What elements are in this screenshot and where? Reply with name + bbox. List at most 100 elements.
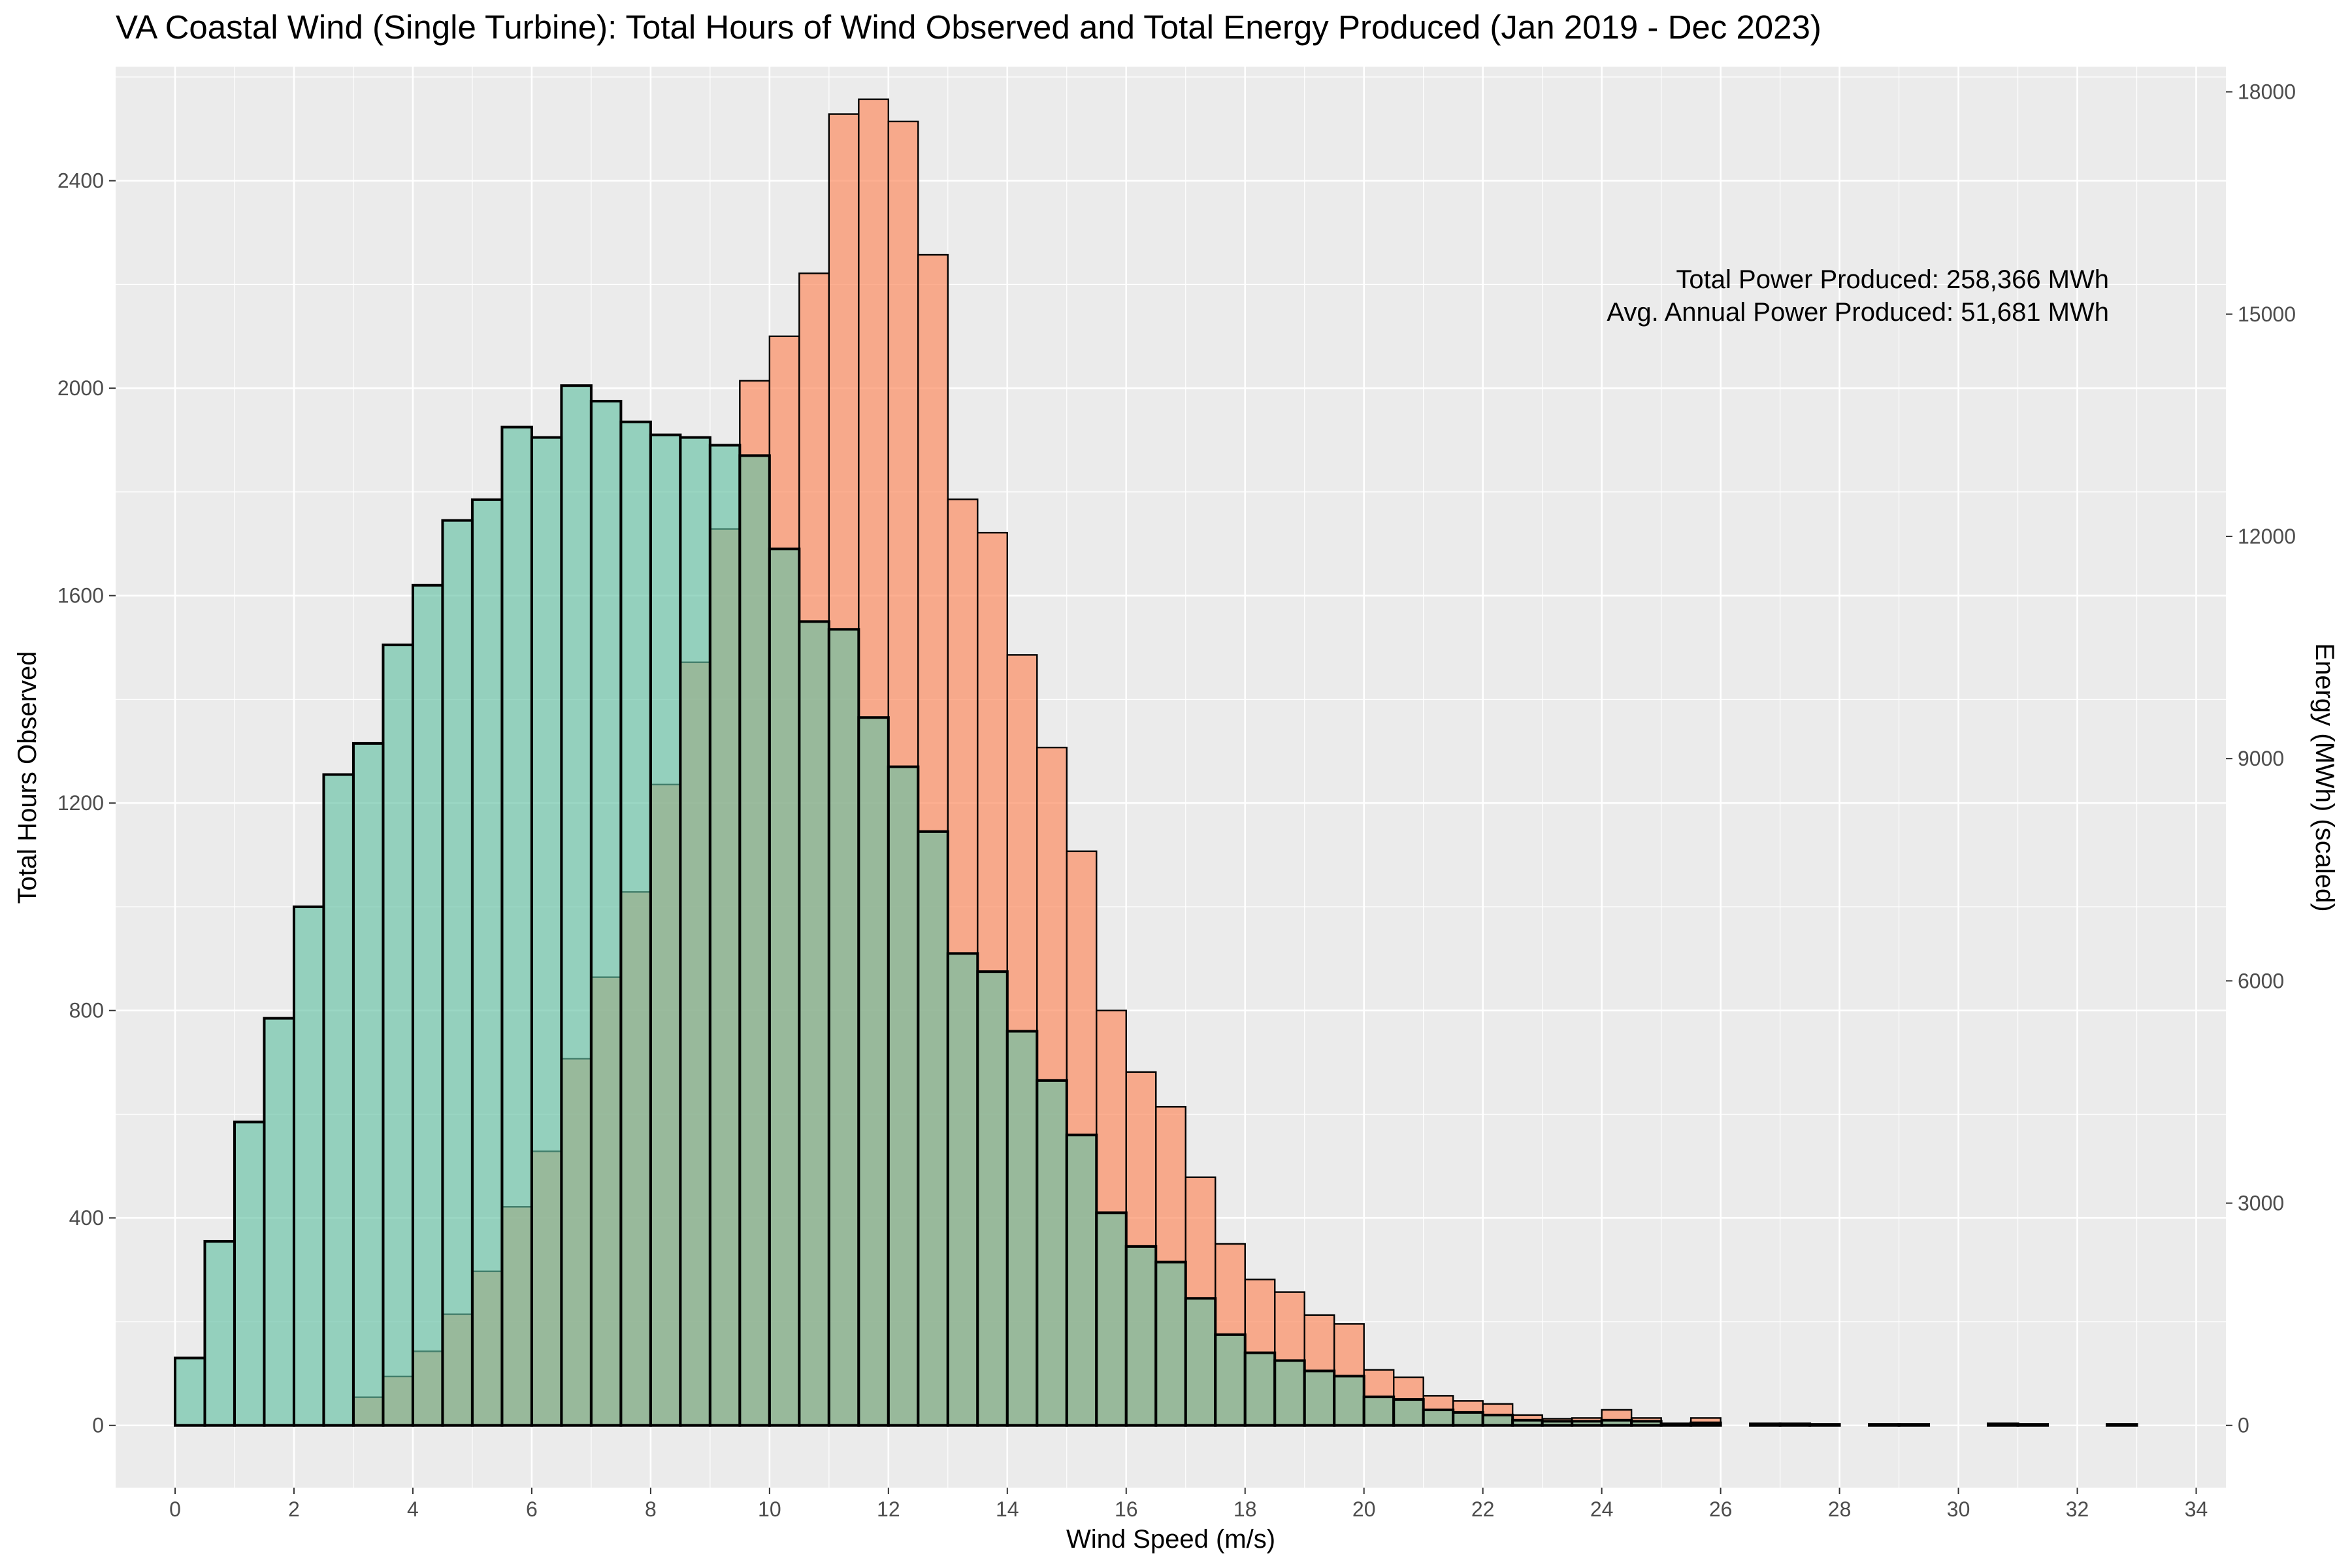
hours-bar — [976, 970, 1009, 1427]
x-tick-label: 12 — [877, 1497, 900, 1521]
hours-bar — [649, 433, 682, 1427]
y-tick-label: 800 — [69, 999, 104, 1022]
hours-bar — [1690, 1421, 1722, 1427]
hours-bar — [1214, 1333, 1247, 1427]
hours-bar — [1571, 1420, 1603, 1427]
hours-bar — [1481, 1413, 1514, 1427]
y2-tick-label: 3000 — [2238, 1192, 2284, 1215]
hours-bar — [263, 1017, 295, 1427]
x-tick-label: 22 — [1471, 1497, 1495, 1521]
hours-series — [173, 384, 2138, 1427]
hours-bar — [1541, 1420, 1574, 1427]
hours-bar — [1422, 1408, 1455, 1427]
hours-bar — [1600, 1418, 1633, 1427]
x-tick-label: 24 — [1590, 1497, 1614, 1521]
hours-bar — [1452, 1411, 1484, 1427]
y2-tick-label: 18000 — [2238, 80, 2296, 104]
hours-bar — [530, 436, 563, 1427]
x-tick-label: 6 — [526, 1497, 538, 1521]
hours-bar — [1036, 1079, 1068, 1427]
x-tick-label: 2 — [288, 1497, 300, 1521]
y2-tick-label: 0 — [2238, 1414, 2249, 1437]
hours-bar — [1749, 1422, 1782, 1427]
axes: 0 2 4 6 8 10 12 14 16 18 20 22 24 26 28 30 32 34040080012… — [57, 80, 2296, 1521]
y2-tick-label: 12000 — [2238, 525, 2296, 548]
hours-bar — [292, 905, 325, 1427]
y-tick-label: 1200 — [57, 791, 104, 815]
hours-bar — [233, 1120, 266, 1427]
hours-bar — [351, 742, 385, 1427]
hours-bar — [500, 425, 533, 1427]
x-tick-label: 32 — [2066, 1497, 2089, 1521]
hours-bar — [589, 399, 623, 1427]
hours-bar — [1303, 1369, 1336, 1427]
hours-bar — [1005, 1030, 1039, 1427]
y-tick-label: 400 — [69, 1206, 104, 1230]
x-tick-label: 16 — [1115, 1497, 1138, 1521]
hours-bar — [827, 628, 860, 1427]
chart-title: VA Coastal Wind (Single Turbine): Total … — [116, 8, 1821, 46]
hours-bar — [1333, 1375, 1365, 1427]
hours-bar — [917, 830, 949, 1427]
hours-bar — [1630, 1420, 1663, 1427]
hours-bar — [470, 498, 504, 1427]
hours-bar — [411, 583, 444, 1427]
hours-bar — [1868, 1423, 1901, 1427]
y2-tick-label: 6000 — [2238, 969, 2284, 992]
y2-tick-label: 15000 — [2238, 302, 2296, 326]
total-power-annotation: Total Power Produced: 258,366 MWh — [1676, 265, 2109, 294]
hours-bar — [1808, 1423, 1841, 1427]
x-tick-label: 20 — [1352, 1497, 1376, 1521]
x-tick-label: 18 — [1233, 1497, 1257, 1521]
y-tick-label: 2400 — [57, 169, 104, 193]
hours-bar — [619, 420, 652, 1427]
x-tick-label: 4 — [407, 1497, 419, 1521]
hours-bar — [203, 1239, 236, 1427]
hours-bar — [1095, 1211, 1128, 1427]
hours-bar — [1392, 1398, 1425, 1427]
hours-bar — [1184, 1297, 1217, 1427]
x-tick-label: 8 — [645, 1497, 657, 1521]
hours-bar — [708, 444, 742, 1427]
hours-bar — [738, 454, 771, 1427]
hours-bar — [1065, 1134, 1098, 1427]
hours-bar — [560, 384, 593, 1427]
x-tick-label: 14 — [996, 1497, 1019, 1521]
hours-bar — [1987, 1422, 2019, 1427]
hours-bar — [173, 1356, 206, 1427]
hours-bar — [1778, 1422, 1812, 1427]
hours-bar — [1243, 1351, 1277, 1427]
annual-power-annotation: Avg. Annual Power Produced: 51,681 MWh — [1607, 298, 2109, 327]
x-axis-title: Wind Speed (m/s) — [1066, 1525, 1275, 1554]
hours-bar — [1124, 1245, 1158, 1427]
x-tick-label: 30 — [1947, 1497, 1970, 1521]
y-tick-label: 1600 — [57, 584, 104, 608]
y-axis-title: Total Hours Observed — [13, 651, 42, 904]
x-tick-label: 34 — [2185, 1497, 2208, 1521]
hours-bar — [441, 519, 474, 1427]
y-tick-label: 0 — [92, 1414, 104, 1437]
hours-bar — [322, 773, 355, 1427]
hours-bar — [798, 620, 830, 1427]
x-tick-label: 28 — [1828, 1497, 1852, 1521]
x-tick-label: 26 — [1709, 1497, 1733, 1521]
hours-bar — [768, 547, 801, 1427]
hours-bar — [2106, 1423, 2138, 1427]
x-tick-label: 10 — [758, 1497, 781, 1521]
hours-bar — [1659, 1422, 1693, 1427]
hours-bar — [946, 952, 979, 1427]
hours-bar — [1897, 1423, 1931, 1427]
hours-bar — [887, 765, 920, 1427]
hours-bar — [2016, 1423, 2050, 1427]
hours-bar — [1154, 1260, 1187, 1427]
hours-bar — [1511, 1418, 1544, 1427]
hours-bar — [382, 644, 414, 1427]
y2-tick-label: 9000 — [2238, 747, 2284, 770]
hours-bar — [857, 716, 890, 1427]
x-tick-label: 0 — [169, 1497, 181, 1521]
hours-bar — [1273, 1359, 1306, 1427]
y-tick-label: 2000 — [57, 376, 104, 400]
hours-bar — [1362, 1396, 1396, 1427]
hours-bar — [679, 436, 711, 1427]
